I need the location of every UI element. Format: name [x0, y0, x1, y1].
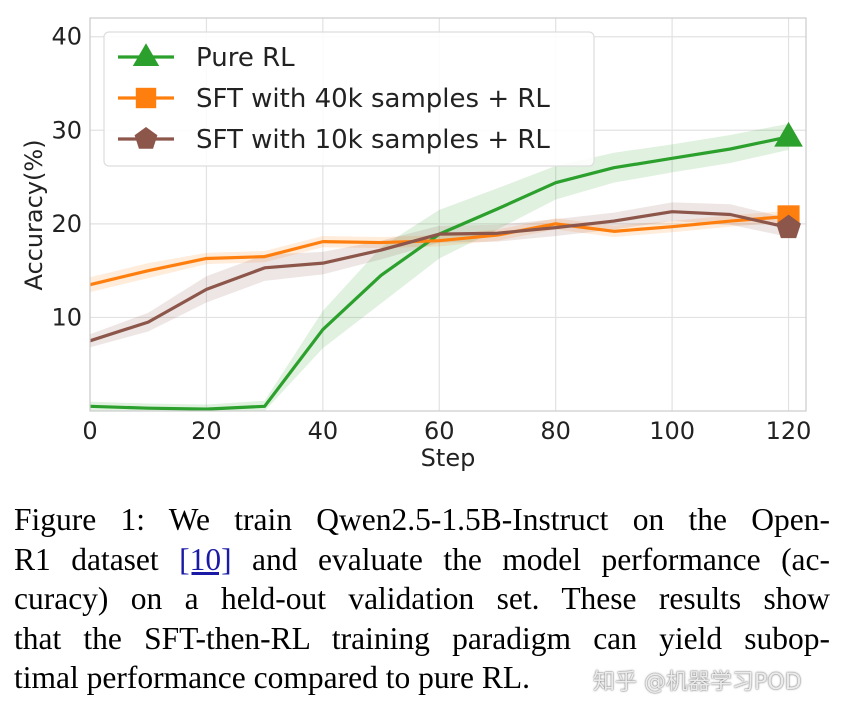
caption-line-2: R1 dataset [10] and evaluate the model p… — [14, 540, 830, 580]
caption-line-5: timal performance compared to pure RL. — [14, 660, 531, 695]
x-tick-label: 120 — [766, 417, 812, 445]
line-layer — [89, 121, 803, 411]
caption-line-1: Figure 1: We train Qwen2.5-1.5B-Instruct… — [14, 502, 830, 537]
x-tick-label: 60 — [424, 417, 455, 445]
plot-frame — [89, 17, 807, 412]
x-axis-label: Step — [421, 444, 476, 472]
y-tick-label: 10 — [51, 303, 82, 331]
sft-10k-end-marker — [776, 214, 801, 239]
accuracy-chart: 0 20 40 60 80 100 120 10 20 30 40 Step Accuracy(%)… — [20, 17, 811, 472]
legend-sft-10k-marker — [134, 127, 158, 149]
watermark-text: 知乎 @机器学习POD — [593, 670, 802, 695]
legend: Pure RL SFT with 40k samples + RL SFT with… — [103, 31, 595, 167]
legend-pure-rl-label: Pure RL — [196, 43, 295, 73]
x-tick-label: 0 — [82, 417, 97, 445]
x-tick-label: 80 — [540, 417, 571, 445]
chart-svg: 0 20 40 60 80 100 120 10 20 30 40 Step Accuracy(%)… — [20, 17, 811, 472]
y-tick-label: 20 — [51, 210, 82, 238]
sft-40k-line — [89, 214, 789, 287]
pure-rl-end-marker — [774, 121, 803, 147]
legend-sft-10k-label: SFT with 10k samples + RL — [196, 125, 550, 155]
y-tick-label: 40 — [51, 23, 82, 51]
y-axis-label: Accuracy(%) — [20, 139, 48, 290]
sft-10k-confidence-band — [90, 202, 789, 348]
legend-pure-rl-marker — [132, 43, 160, 66]
y-tick-label: 30 — [51, 116, 82, 144]
x-tick-label: 20 — [191, 417, 222, 445]
x-tick-label: 40 — [308, 417, 339, 445]
legend-box — [103, 31, 595, 167]
legend-sft-40k-marker — [135, 87, 157, 109]
citation-link[interactable]: [10] — [179, 541, 232, 577]
caption-line-2-start: R1 dataset — [14, 541, 180, 577]
sft-10k-line — [89, 210, 789, 343]
legend-sft-40k-label: SFT with 40k samples + RL — [196, 84, 550, 114]
x-tick-label: 100 — [649, 417, 695, 445]
figure-caption: Figure 1: We train Qwen2.5-1.5B-Instruct… — [14, 500, 830, 698]
caption-line-4: that the SFT-then-RL training paradigm c… — [14, 620, 830, 656]
caption-line-2-end: and evaluate the model performance (ac- — [231, 541, 831, 577]
tick-layer: 0 20 40 60 80 100 120 10 20 30 40 — [51, 23, 811, 445]
caption-line-3: curacy) on a held-out validation set. Th… — [14, 581, 830, 616]
